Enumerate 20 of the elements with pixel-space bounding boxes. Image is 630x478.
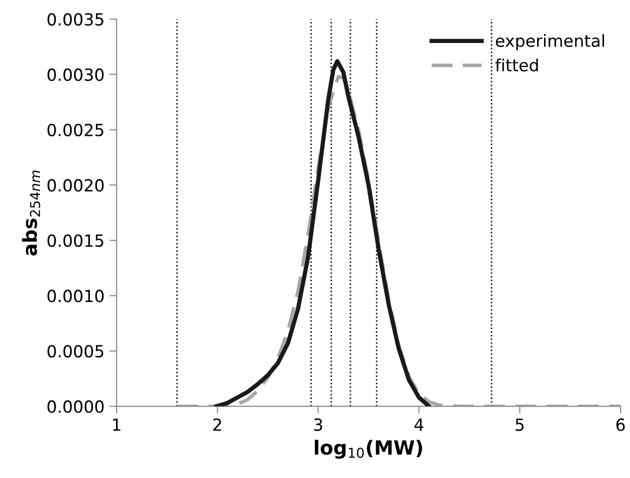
legend-label: fitted — [495, 58, 538, 72]
x-tick-label: 3 — [314, 418, 322, 432]
y-tick-label: 0.0015 — [48, 234, 104, 247]
x-tick-label: 4 — [414, 418, 424, 431]
y-axis-title: abs$_{254nm}$ — [22, 170, 40, 256]
y-tick-label: 0.0010 — [48, 290, 104, 302]
x-tick-label: 6 — [616, 418, 625, 432]
y-tick-label: 0.0035 — [48, 13, 104, 26]
line-series — [175, 74, 621, 406]
x-axis-title: log$_{10}$(MW) — [314, 440, 422, 459]
legend-label: experimental — [496, 34, 604, 50]
x-tick-label: 2 — [213, 418, 221, 431]
y-tick-label: 0.0000 — [48, 400, 104, 413]
line-series — [214, 59, 432, 406]
y-tick-label: 0.0005 — [48, 344, 104, 358]
x-tick-label: 1 — [113, 418, 120, 431]
y-tick-label: 0.0020 — [48, 179, 104, 192]
x-tick-label: 5 — [516, 418, 524, 432]
y-tick-label: 0.0030 — [48, 68, 104, 81]
y-tick-label: 0.0025 — [48, 124, 104, 136]
